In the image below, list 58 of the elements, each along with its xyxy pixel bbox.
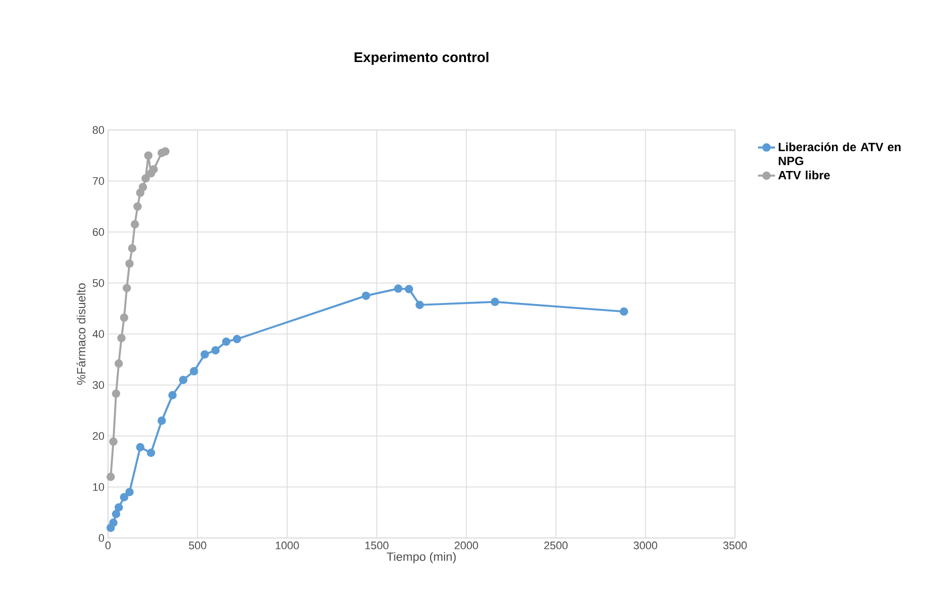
point (112, 389, 120, 398)
y-tick-label: 70 (92, 177, 104, 185)
x-axis-title: Tiempo (min) (386, 552, 456, 564)
point (158, 416, 166, 425)
point (128, 244, 136, 253)
legend-label: ATV libre (778, 170, 830, 180)
point (362, 292, 370, 300)
y-tick-label: 80 (92, 126, 104, 134)
point (190, 367, 198, 376)
point (168, 391, 177, 400)
point (114, 359, 123, 368)
y-tick-label: 50 (92, 279, 104, 287)
point (146, 448, 156, 458)
chart-title: Experimento control (354, 52, 488, 65)
x-tick-label: 2000 (454, 542, 478, 550)
point (106, 472, 115, 481)
point (211, 346, 220, 355)
point (112, 510, 120, 518)
point (109, 437, 118, 446)
point (200, 350, 209, 359)
y-tick-label: 30 (92, 381, 104, 389)
point (141, 174, 150, 183)
point (133, 202, 142, 211)
point (232, 334, 242, 344)
y-tick-label: 60 (92, 228, 104, 236)
x-tick-label: 1000 (276, 542, 299, 550)
point (125, 488, 134, 496)
point (120, 493, 128, 502)
point (109, 518, 118, 527)
y-axis-title: %Fármaco disuelto (76, 283, 86, 385)
x-tick-label: 0 (105, 542, 111, 550)
point (161, 147, 170, 156)
y-tick-label: 10 (93, 483, 104, 491)
point (144, 151, 152, 160)
point (404, 284, 414, 294)
point (136, 443, 144, 452)
point (179, 376, 188, 384)
x-tick-label: 2500 (544, 542, 568, 550)
point (125, 259, 134, 268)
y-tick-label: 0 (98, 534, 104, 542)
y-tick-label: 20 (92, 432, 104, 440)
point (490, 298, 500, 306)
point (416, 300, 424, 310)
point (122, 284, 131, 292)
point (620, 307, 628, 316)
point (222, 337, 230, 346)
x-tick-label: 500 (188, 542, 206, 550)
x-tick-label: 1500 (365, 542, 388, 550)
point (138, 182, 148, 192)
point (394, 284, 402, 293)
legend-label: Liberación de ATV en NPG (778, 142, 901, 166)
point (120, 313, 128, 322)
point (114, 503, 123, 512)
x-tick-label: 3500 (723, 542, 747, 550)
point (130, 220, 140, 229)
y-tick-label: 40 (92, 330, 104, 338)
x-tick-label: 3000 (634, 542, 658, 550)
point (117, 334, 126, 342)
